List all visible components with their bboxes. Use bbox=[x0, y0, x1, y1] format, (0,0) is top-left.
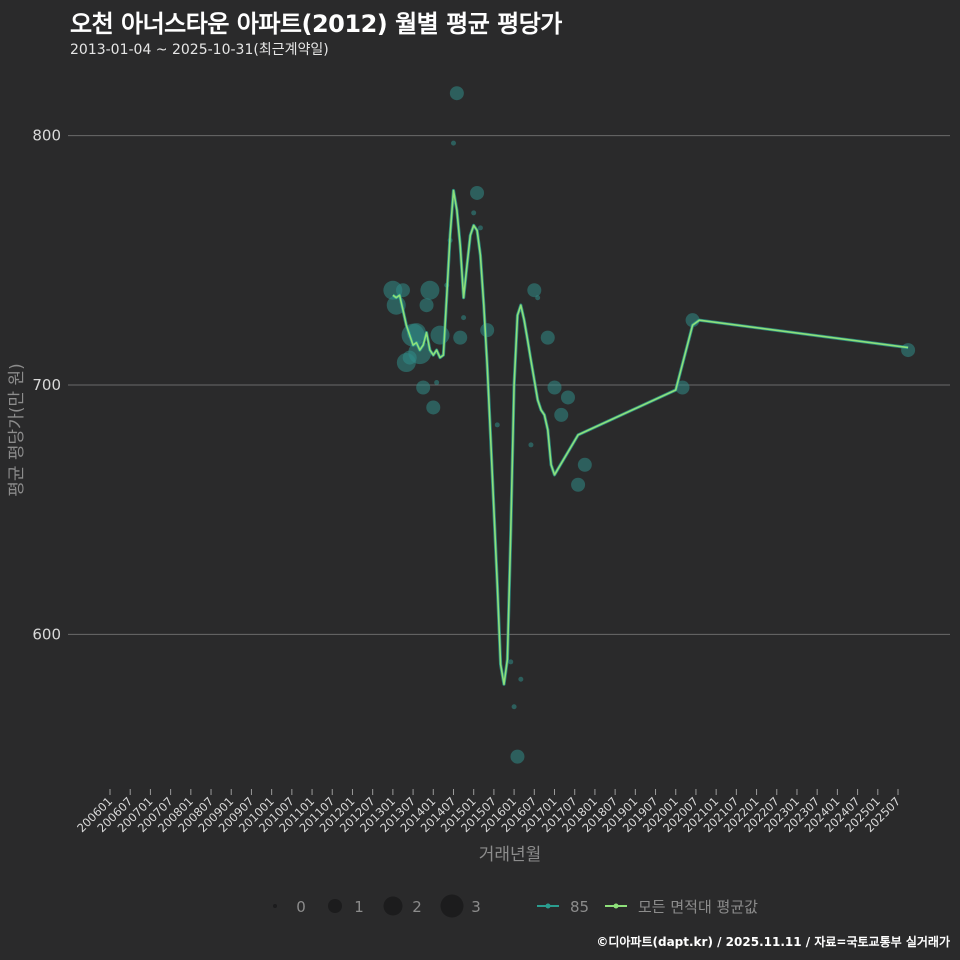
x-axis: 2006012006072007012007072008012008072009… bbox=[74, 789, 903, 835]
data-bubble bbox=[554, 407, 569, 422]
y-tick-label: 600 bbox=[32, 625, 61, 643]
data-bubble bbox=[518, 676, 524, 682]
legend-point-swatch bbox=[545, 903, 551, 909]
data-bubble bbox=[511, 704, 517, 710]
data-bubble bbox=[480, 323, 495, 338]
y-axis: 600 700 800 bbox=[32, 127, 61, 644]
legend-size-swatch bbox=[273, 904, 277, 908]
legend-size-label: 2 bbox=[412, 898, 422, 916]
data-bubble bbox=[408, 341, 432, 365]
data-bubble bbox=[560, 390, 575, 405]
x-axis-title: 거래년월 bbox=[479, 845, 542, 865]
chart-title: 오천 아너스타운 아파트(2012) 월별 평균 평당가 bbox=[70, 10, 562, 38]
data-bubble bbox=[571, 477, 586, 492]
series-85-line bbox=[391, 188, 909, 686]
data-bubble bbox=[535, 295, 541, 301]
data-bubble bbox=[420, 280, 440, 300]
data-bubble bbox=[450, 140, 456, 146]
chart-subtitle: 2013-01-04 ~ 2025-10-31(최근계약일) bbox=[70, 42, 329, 58]
y-tick-label: 800 bbox=[32, 127, 61, 145]
data-bubble bbox=[434, 380, 440, 386]
legend-size-swatch bbox=[440, 894, 464, 918]
data-bubble bbox=[477, 225, 483, 231]
data-bubble bbox=[419, 298, 434, 313]
data-bubble bbox=[547, 380, 562, 395]
data-bubble bbox=[528, 442, 534, 448]
data-bubble bbox=[471, 210, 477, 216]
footer-credit: ©디아파트(dapt.kr) / 2025.11.11 / 자료=국토교통부 실… bbox=[596, 935, 950, 949]
data-bubble bbox=[675, 380, 690, 395]
legend-point-swatch bbox=[613, 903, 619, 909]
data-bubble bbox=[470, 185, 485, 200]
legend-line-label: 모든 면적대 평균값 bbox=[638, 898, 758, 916]
data-bubble bbox=[430, 325, 450, 345]
data-bubble bbox=[540, 330, 555, 345]
data-bubble bbox=[426, 400, 441, 415]
data-bubble bbox=[508, 659, 514, 665]
y-axis-title: 평균 평당가(만 원) bbox=[7, 363, 27, 497]
data-bubble bbox=[577, 457, 592, 472]
data-bubble bbox=[494, 422, 500, 428]
data-bubble bbox=[453, 330, 468, 345]
legend-size-label: 1 bbox=[354, 898, 364, 916]
legend-line-label: 85 bbox=[570, 898, 589, 916]
legend: 0 1 2 3 85 모든 면적대 평균값 bbox=[273, 894, 758, 918]
data-bubble bbox=[527, 283, 542, 298]
series-average-line bbox=[392, 189, 909, 686]
series-85-bubbles bbox=[383, 86, 916, 764]
y-tick-label: 700 bbox=[32, 376, 61, 394]
legend-size-swatch bbox=[328, 899, 342, 913]
data-bubble bbox=[449, 86, 464, 101]
legend-size-swatch bbox=[383, 896, 403, 916]
legend-size-label: 3 bbox=[471, 898, 481, 916]
data-bubble bbox=[461, 315, 467, 321]
data-bubble bbox=[901, 343, 916, 358]
legend-size-label: 0 bbox=[296, 898, 306, 916]
data-bubble bbox=[416, 380, 431, 395]
data-bubble bbox=[510, 749, 525, 764]
